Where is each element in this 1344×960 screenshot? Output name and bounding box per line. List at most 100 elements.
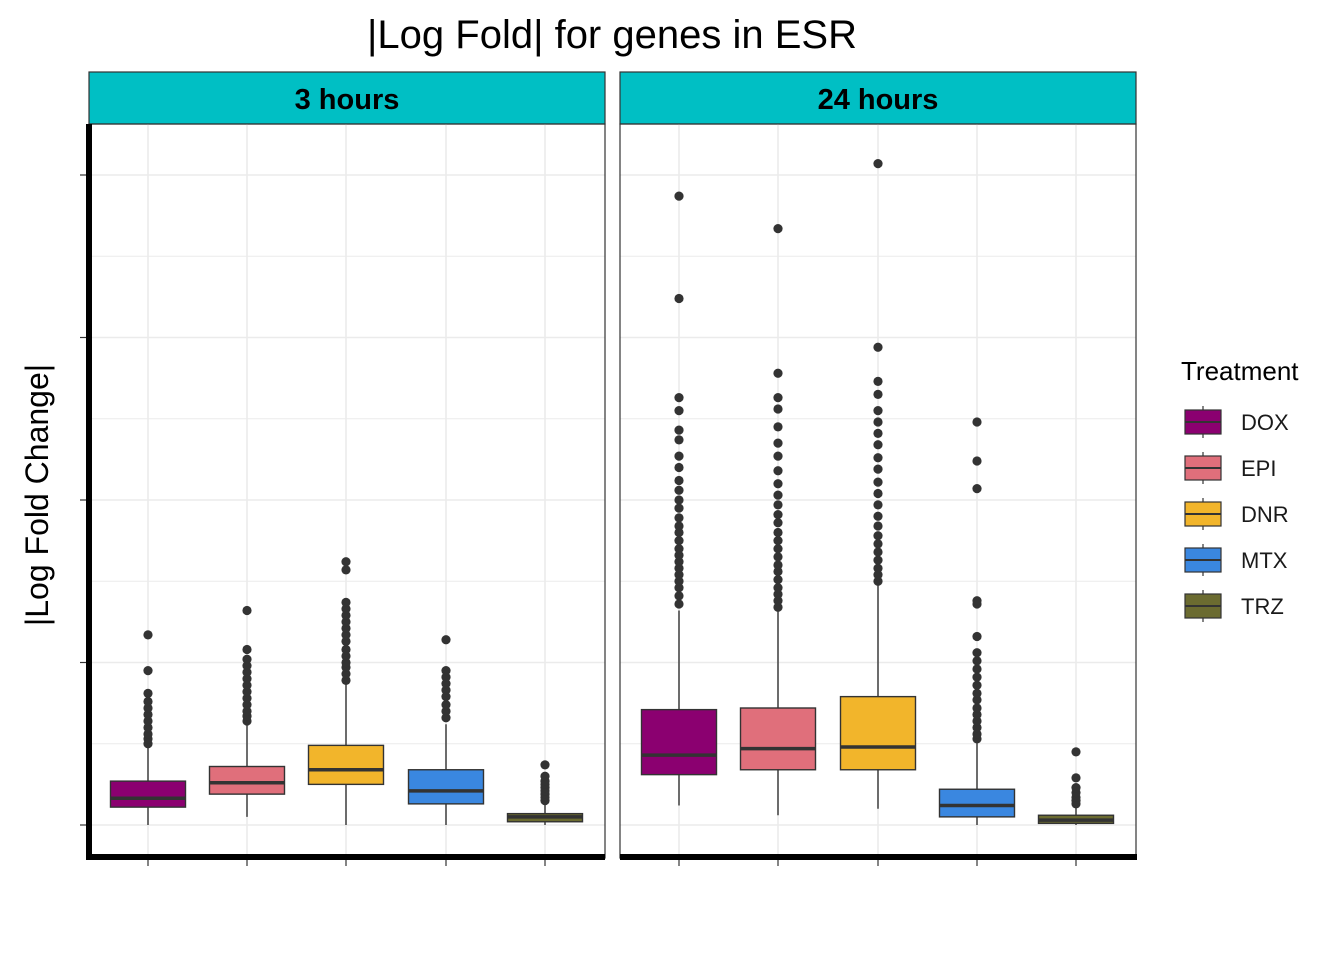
outlier-point bbox=[773, 518, 783, 528]
outlier-point bbox=[972, 680, 982, 690]
outlier-point bbox=[972, 695, 982, 705]
box-group bbox=[640, 159, 1115, 825]
outlier-point bbox=[873, 547, 883, 557]
legend: Treatment DOX EPI DNR MTX TRZ bbox=[1181, 356, 1299, 622]
outlier-point bbox=[674, 462, 684, 473]
outlier-point bbox=[972, 703, 982, 713]
box-iqr bbox=[938, 788, 1016, 818]
outlier-point bbox=[441, 713, 451, 723]
outlier-point bbox=[242, 667, 252, 677]
outlier-point bbox=[242, 680, 252, 690]
y-axis-title: |Log Fold Change| bbox=[19, 364, 55, 626]
outlier-point bbox=[441, 672, 451, 682]
box-dnr bbox=[839, 159, 917, 809]
outlier-point bbox=[972, 596, 982, 606]
outlier-point bbox=[441, 706, 451, 716]
outlier-point bbox=[773, 438, 783, 448]
outlier-point bbox=[674, 521, 684, 531]
outlier-point bbox=[873, 500, 883, 510]
outlier-point bbox=[674, 503, 684, 513]
outlier-point bbox=[674, 570, 684, 580]
box-iqr bbox=[208, 765, 286, 795]
legend-item-trz: TRZ bbox=[1184, 590, 1284, 622]
outlier-point bbox=[540, 771, 550, 781]
outlier-point bbox=[773, 527, 783, 538]
outlier-point bbox=[242, 706, 252, 716]
outlier-point bbox=[773, 422, 783, 432]
outlier-point bbox=[873, 477, 883, 487]
legend-item-epi: EPI bbox=[1184, 452, 1276, 484]
outlier-point bbox=[972, 484, 982, 494]
legend-label: DOX bbox=[1241, 410, 1289, 435]
legend-item-mtx: MTX bbox=[1184, 544, 1288, 576]
outlier-point bbox=[1071, 747, 1081, 757]
facet-strip-24-hours bbox=[619, 71, 1137, 125]
outlier-point bbox=[341, 675, 351, 685]
facet-strip-3-hours bbox=[88, 71, 606, 125]
outlier-point bbox=[674, 557, 684, 567]
outlier-point bbox=[773, 596, 783, 606]
axis-ticks bbox=[80, 174, 1077, 866]
outlier-point bbox=[773, 393, 783, 403]
outlier-point bbox=[972, 722, 982, 733]
outlier-point bbox=[341, 630, 351, 640]
box-dnr bbox=[307, 557, 385, 825]
outlier-point bbox=[972, 456, 982, 466]
outlier-point bbox=[143, 666, 153, 676]
outlier-point bbox=[972, 417, 982, 427]
legend-label: EPI bbox=[1241, 456, 1276, 481]
box-dox bbox=[640, 191, 718, 806]
outlier-point bbox=[242, 674, 252, 684]
outlier-point bbox=[1071, 783, 1081, 793]
outlier-point bbox=[773, 368, 783, 378]
outlier-point bbox=[341, 669, 351, 679]
outlier-point bbox=[972, 648, 982, 658]
outlier-point bbox=[773, 552, 783, 562]
box-mtx bbox=[938, 417, 1016, 825]
outlier-point bbox=[674, 435, 684, 445]
outlier-point bbox=[773, 451, 783, 461]
box-iqr bbox=[109, 780, 187, 808]
outlier-point bbox=[773, 544, 783, 554]
outlier-point bbox=[873, 464, 883, 474]
outlier-point bbox=[873, 521, 883, 531]
outlier-point bbox=[242, 687, 252, 697]
outlier-point bbox=[674, 475, 684, 486]
box-group bbox=[109, 557, 584, 825]
outlier-point bbox=[674, 591, 684, 601]
outlier-point bbox=[540, 760, 550, 770]
outlier-point bbox=[341, 623, 351, 633]
outlier-point bbox=[773, 583, 783, 593]
outlier-point bbox=[341, 597, 351, 607]
outlier-point bbox=[972, 716, 982, 726]
box-iqr bbox=[307, 744, 385, 786]
outlier-point bbox=[674, 536, 684, 546]
outlier-point bbox=[873, 539, 883, 549]
outlier-point bbox=[873, 576, 883, 586]
outlier-point bbox=[242, 644, 252, 655]
outlier-point bbox=[674, 293, 684, 304]
outlier-point bbox=[674, 576, 684, 586]
outlier-point bbox=[143, 722, 153, 733]
outlier-point bbox=[674, 406, 684, 416]
box-trz bbox=[506, 760, 584, 825]
outlier-point bbox=[972, 656, 982, 666]
outlier-point bbox=[674, 393, 684, 403]
outlier-point bbox=[674, 563, 684, 573]
outlier-point bbox=[674, 599, 684, 609]
box-mtx bbox=[407, 635, 485, 825]
box-iqr bbox=[739, 707, 817, 771]
outlier-point bbox=[341, 617, 351, 627]
outlier-point bbox=[674, 485, 684, 495]
outlier-point bbox=[773, 575, 783, 585]
outlier-point bbox=[773, 536, 783, 546]
legend-item-dnr: DNR bbox=[1184, 498, 1289, 530]
outlier-point bbox=[773, 602, 783, 612]
outlier-point bbox=[873, 406, 883, 416]
outlier-point bbox=[873, 376, 883, 386]
facet-panel-24-hours: 24 hours bbox=[619, 71, 1137, 859]
chart-title: |Log Fold| for genes in ESR bbox=[367, 13, 857, 57]
outlier-point bbox=[143, 729, 153, 739]
outlier-point bbox=[873, 342, 883, 352]
